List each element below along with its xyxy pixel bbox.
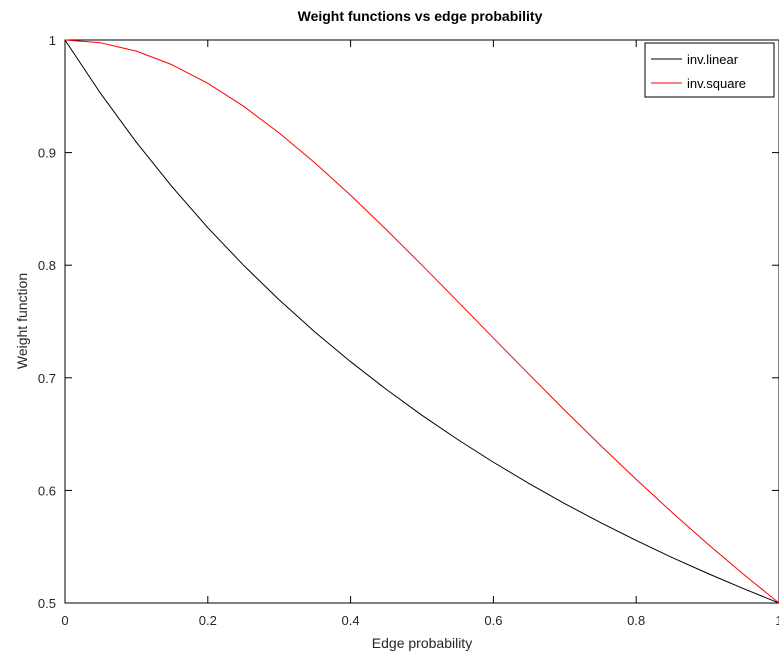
series-line-inv-linear xyxy=(64,39,779,604)
y-tick-label: 0.8 xyxy=(38,258,56,273)
series-layer xyxy=(64,39,779,604)
chart-title: Weight functions vs edge probability xyxy=(298,8,543,24)
y-axis-label: Weight function xyxy=(14,273,30,369)
legend: inv.linear inv.square xyxy=(644,42,775,98)
y-tick-label: 0.5 xyxy=(38,596,56,611)
y-tick-label: 0.7 xyxy=(38,371,56,386)
legend-label: inv.linear xyxy=(687,52,739,67)
y-tick-label: 0.9 xyxy=(38,146,56,161)
x-tick-label: 1 xyxy=(775,613,779,628)
legend-box xyxy=(644,42,775,98)
x-tick-label: 0 xyxy=(61,613,68,628)
legend-items: inv.linear inv.square xyxy=(651,52,746,91)
y-tick-label: 1 xyxy=(49,33,56,48)
x-tick-label: 0.6 xyxy=(484,613,502,628)
plot-area xyxy=(64,39,779,604)
x-tick-label: 0.2 xyxy=(199,613,217,628)
x-axis-label: Edge probability xyxy=(372,635,472,651)
series-line-inv-square xyxy=(64,39,779,604)
x-axis-ticks: 0 0.2 0.4 0.6 0.8 1 xyxy=(61,40,779,628)
y-tick-label: 0.6 xyxy=(38,483,56,498)
x-tick-label: 0.8 xyxy=(627,613,645,628)
x-tick-label: 0.4 xyxy=(342,613,360,628)
legend-label: inv.square xyxy=(687,76,746,91)
